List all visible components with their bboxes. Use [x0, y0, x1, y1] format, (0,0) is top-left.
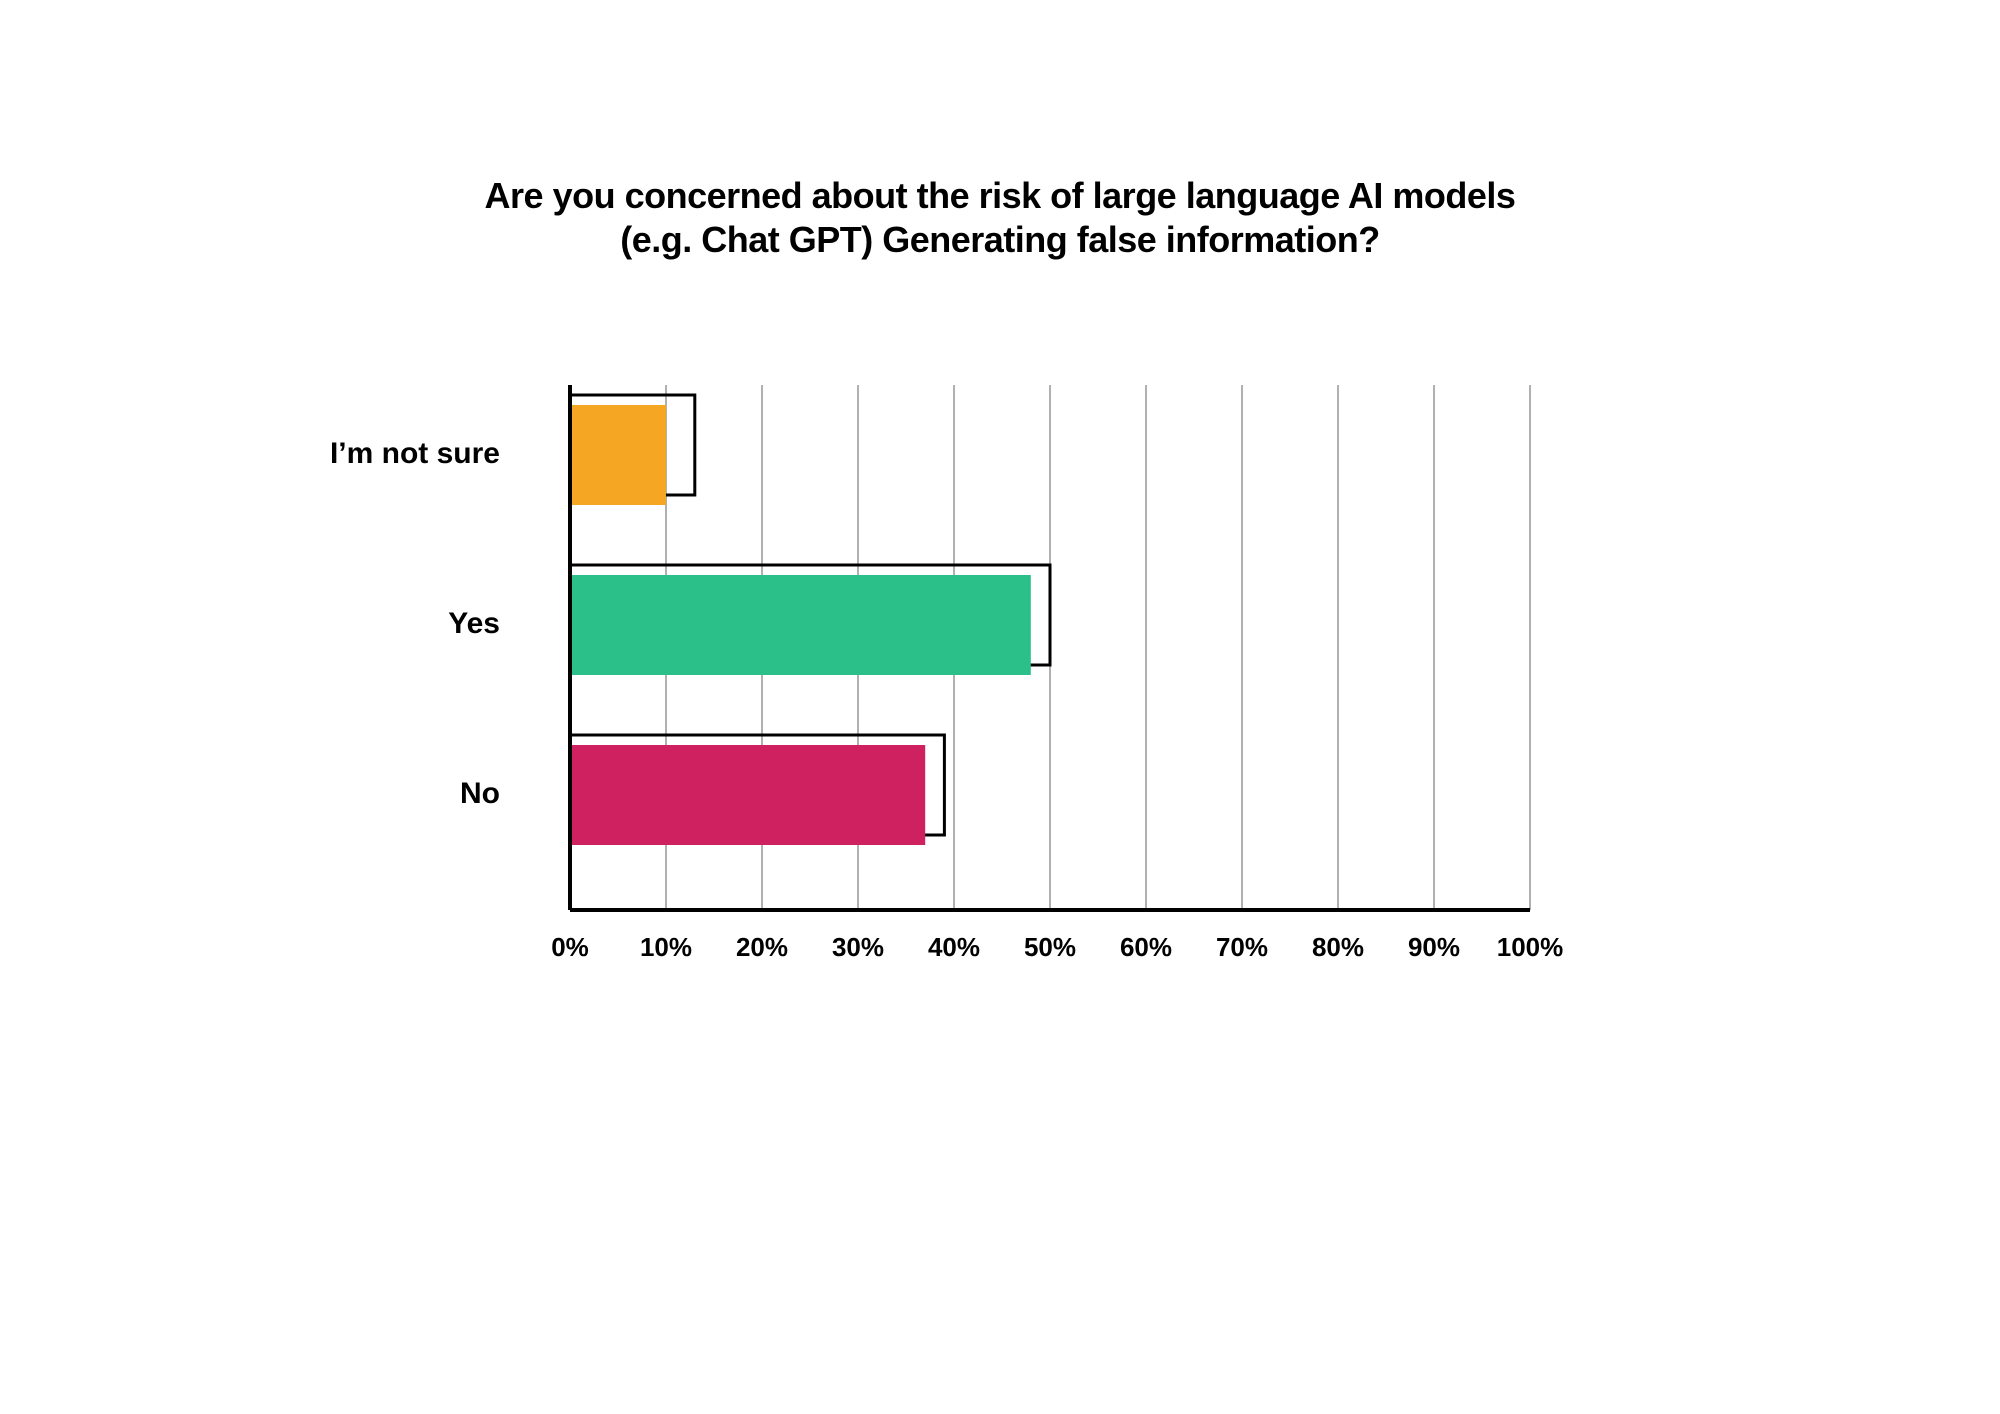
x-tick-label: 70%	[1216, 932, 1268, 962]
bar	[570, 405, 666, 505]
bar-chart: I’m not sure Yes No 0% 10% 20% 30% 40% 50% 60% 70%…	[200, 300, 1800, 1100]
chart-title-line1: Are you concerned about the risk of larg…	[0, 174, 2000, 218]
category-label: Yes	[448, 607, 500, 640]
bar	[570, 745, 925, 845]
x-tick-label: 100%	[1497, 932, 1564, 962]
x-tick-label: 90%	[1408, 932, 1460, 962]
x-tick-label: 40%	[928, 932, 980, 962]
category-label: I’m not sure	[330, 437, 500, 470]
bar	[570, 575, 1031, 675]
page: Are you concerned about the risk of larg…	[0, 0, 2000, 1414]
x-tick-label: 20%	[736, 932, 788, 962]
x-tick-label: 60%	[1120, 932, 1172, 962]
x-tick-label: 30%	[832, 932, 884, 962]
chart-title-line2: (e.g. Chat GPT) Generating false informa…	[0, 218, 2000, 262]
x-tick-label: 50%	[1024, 932, 1076, 962]
x-tick-label: 10%	[640, 932, 692, 962]
x-tick-label: 0%	[551, 932, 589, 962]
x-tick-label: 80%	[1312, 932, 1364, 962]
category-label: No	[460, 777, 500, 810]
